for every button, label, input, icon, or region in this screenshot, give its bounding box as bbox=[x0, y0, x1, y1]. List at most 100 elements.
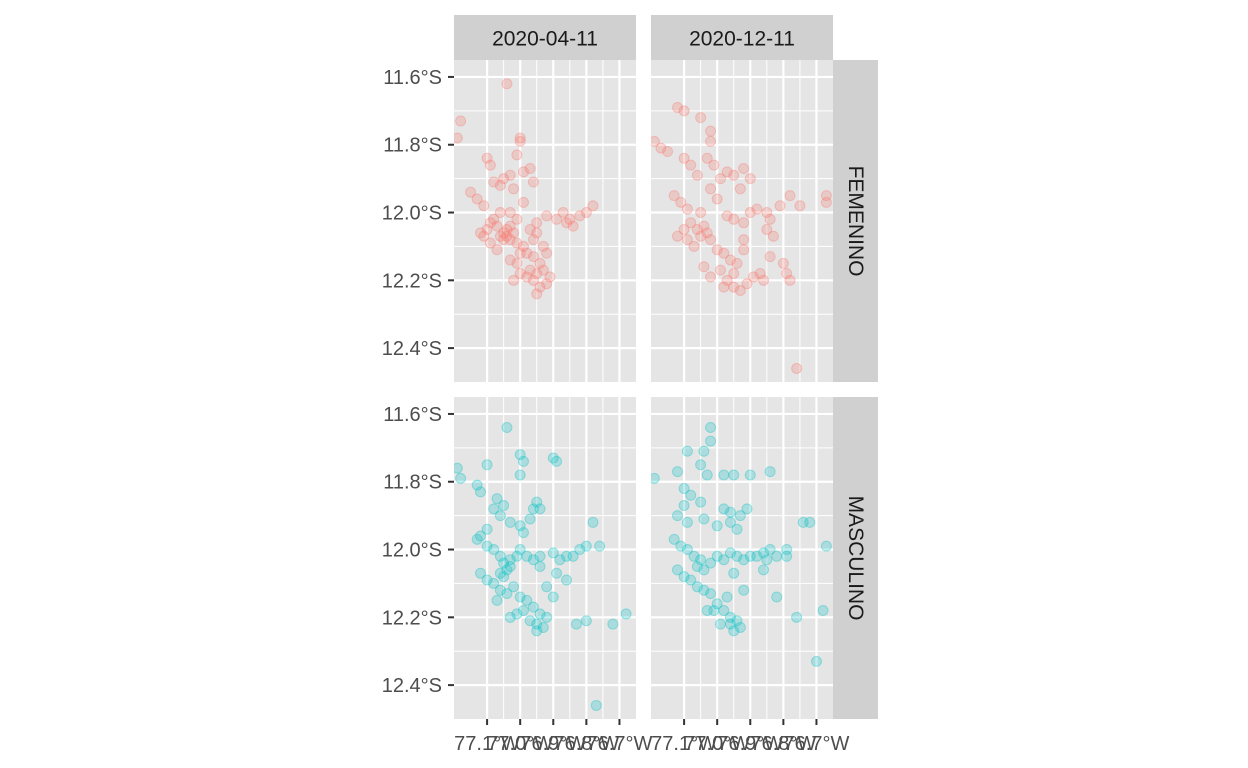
data-point bbox=[541, 278, 553, 290]
data-point bbox=[554, 554, 566, 566]
data-point bbox=[728, 469, 740, 481]
data-point bbox=[671, 510, 683, 522]
data-point bbox=[711, 598, 723, 610]
data-point bbox=[537, 240, 549, 252]
panel-background bbox=[454, 60, 636, 382]
data-point bbox=[567, 220, 579, 232]
x-tick-label: 76.9°W bbox=[520, 733, 586, 755]
data-point bbox=[668, 190, 680, 202]
data-point bbox=[695, 459, 707, 471]
data-point bbox=[651, 472, 660, 484]
panel-femenino-2020-12-11 bbox=[651, 60, 833, 382]
data-point bbox=[474, 486, 486, 498]
data-point bbox=[511, 550, 523, 562]
data-point bbox=[488, 213, 500, 225]
data-point bbox=[527, 234, 539, 246]
data-point bbox=[474, 227, 486, 239]
data-point bbox=[481, 540, 493, 552]
data-point bbox=[751, 550, 763, 562]
data-point bbox=[537, 264, 549, 276]
gridlines bbox=[454, 60, 636, 382]
data-point bbox=[738, 554, 750, 566]
data-point bbox=[534, 560, 546, 572]
data-point bbox=[454, 462, 463, 474]
data-point bbox=[514, 268, 526, 280]
data-point bbox=[784, 274, 796, 286]
data-point bbox=[527, 251, 539, 263]
y-tick-label: 12.2°S bbox=[382, 270, 442, 292]
data-point bbox=[527, 503, 539, 515]
data-point bbox=[691, 169, 703, 181]
data-point bbox=[691, 581, 703, 593]
data-point bbox=[455, 115, 467, 127]
x-tick-label: 77.0°W bbox=[487, 733, 553, 755]
data-point bbox=[488, 503, 500, 515]
data-point bbox=[541, 611, 553, 623]
data-point bbox=[724, 547, 736, 559]
data-point bbox=[521, 550, 533, 562]
panel-femenino-2020-04-11 bbox=[454, 60, 636, 382]
data-point bbox=[728, 268, 740, 280]
data-point bbox=[681, 445, 693, 457]
data-point bbox=[570, 618, 582, 630]
data-point bbox=[471, 479, 483, 491]
data-point bbox=[744, 469, 756, 481]
data-point bbox=[728, 281, 740, 293]
data-point bbox=[734, 183, 746, 195]
data-point bbox=[724, 254, 736, 266]
strip-background bbox=[651, 15, 833, 60]
x-tick-label: 76.7°W bbox=[587, 733, 653, 755]
data-point bbox=[777, 257, 789, 269]
data-point bbox=[731, 550, 743, 562]
data-point bbox=[494, 510, 506, 522]
data-point bbox=[508, 183, 520, 195]
points bbox=[651, 101, 832, 374]
data-point bbox=[724, 516, 736, 528]
data-point bbox=[541, 247, 553, 259]
x-tick-label: 76.7°W bbox=[784, 733, 850, 755]
data-point bbox=[718, 469, 730, 481]
data-point bbox=[620, 608, 632, 620]
data-point bbox=[524, 223, 536, 235]
data-point bbox=[734, 284, 746, 296]
data-point bbox=[474, 567, 486, 579]
data-point bbox=[478, 230, 490, 242]
data-point bbox=[741, 503, 753, 515]
data-point bbox=[671, 230, 683, 242]
y-tick-label: 12.4°S bbox=[382, 338, 442, 360]
data-point bbox=[681, 234, 693, 246]
column-strip-label: 2020-04-11 bbox=[492, 28, 598, 51]
data-point bbox=[504, 207, 516, 219]
data-point bbox=[701, 152, 713, 164]
data-point bbox=[514, 449, 526, 461]
data-point bbox=[678, 483, 690, 495]
data-point bbox=[587, 200, 599, 212]
data-point bbox=[514, 132, 526, 144]
data-point bbox=[748, 271, 760, 283]
data-point bbox=[681, 516, 693, 528]
data-point bbox=[701, 227, 713, 239]
data-point bbox=[810, 655, 822, 667]
data-point bbox=[514, 469, 526, 481]
data-point bbox=[662, 146, 674, 158]
data-point bbox=[758, 274, 770, 286]
data-point bbox=[731, 615, 743, 627]
data-point bbox=[771, 550, 783, 562]
data-point bbox=[498, 173, 510, 185]
data-point bbox=[491, 493, 503, 505]
data-point bbox=[675, 540, 687, 552]
data-point bbox=[705, 183, 717, 195]
data-point bbox=[668, 533, 680, 545]
data-point bbox=[678, 499, 690, 511]
data-point bbox=[587, 516, 599, 528]
data-point bbox=[804, 516, 816, 528]
data-point bbox=[751, 203, 763, 215]
gridlines bbox=[651, 397, 833, 719]
data-point bbox=[714, 173, 726, 185]
data-point bbox=[781, 544, 793, 556]
data-point bbox=[481, 574, 493, 586]
data-point bbox=[820, 540, 832, 552]
data-point bbox=[541, 210, 553, 222]
data-point bbox=[527, 176, 539, 188]
data-point bbox=[698, 220, 710, 232]
